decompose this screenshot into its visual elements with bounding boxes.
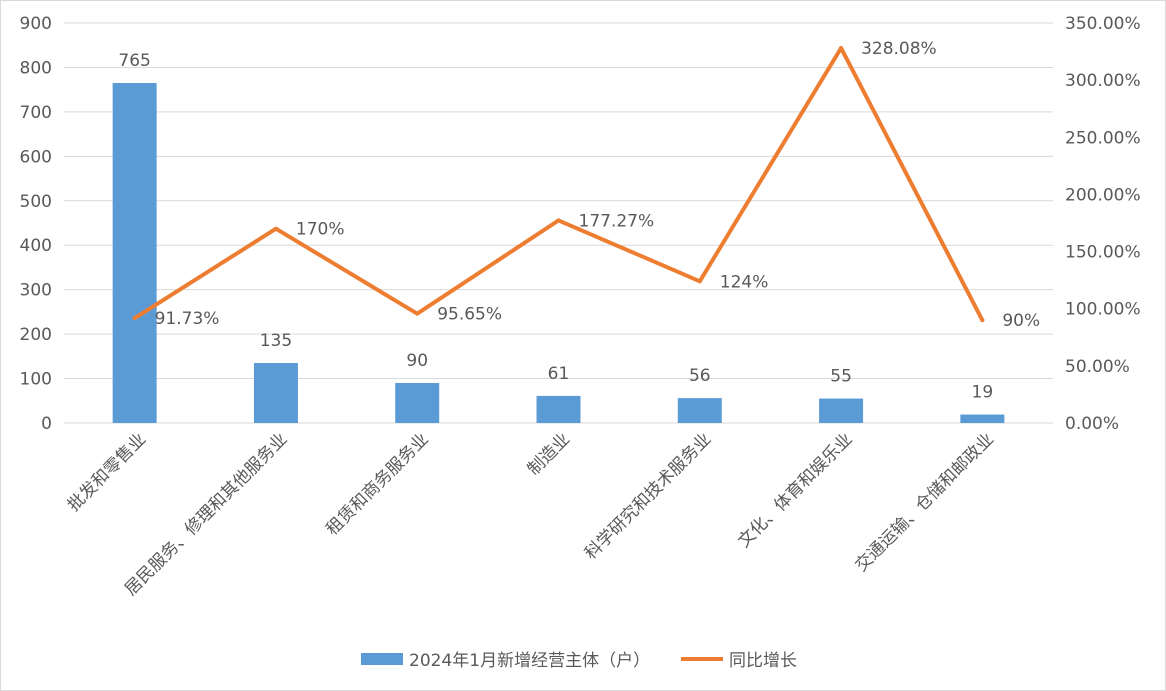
right-axis-tick-label: 250.00% — [1065, 128, 1141, 148]
bar — [960, 414, 1005, 423]
line-data-label: 328.08% — [861, 39, 937, 59]
category-label: 科学研究和技术服务业 — [581, 429, 715, 563]
left-axis-tick-label: 900 — [20, 14, 52, 34]
category-label: 租赁和商务服务业 — [322, 429, 432, 539]
right-axis-tick-label: 50.00% — [1065, 357, 1130, 377]
line-data-label: 170% — [296, 220, 345, 240]
category-label: 交通运输、仓储和邮政业 — [852, 429, 998, 575]
growth-point — [415, 311, 420, 316]
left-axis-tick-label: 300 — [20, 281, 52, 301]
line-data-label: 177.27% — [579, 211, 655, 231]
bar-data-label: 135 — [260, 331, 292, 351]
right-axis-tick-label: 300.00% — [1065, 71, 1141, 91]
bar — [819, 398, 864, 423]
growth-point — [839, 46, 844, 51]
left-axis-tick-label: 500 — [20, 192, 52, 212]
legend-line-label: 同比增长 — [729, 651, 797, 671]
bar-data-label: 56 — [689, 366, 711, 386]
right-axis-tick-label: 0.00% — [1065, 414, 1119, 434]
line-data-label: 124% — [720, 272, 769, 292]
bar-data-label: 90 — [406, 351, 428, 371]
growth-point — [697, 279, 702, 284]
legend: 2024年1月新增经营主体（户） 同比增长 — [361, 651, 797, 671]
line-data-label: 90% — [1002, 311, 1040, 331]
legend-bar-label: 2024年1月新增经营主体（户） — [409, 651, 650, 671]
legend-bar-swatch — [361, 653, 403, 665]
bar-data-label: 765 — [118, 51, 150, 71]
growth-point — [556, 218, 561, 223]
line-data-label: 91.73% — [155, 309, 220, 329]
line-data-label: 95.65% — [437, 305, 502, 325]
left-axis-tick-label: 600 — [20, 147, 52, 167]
bar — [536, 395, 581, 423]
left-axis-tick-label: 0 — [41, 414, 52, 434]
category-label: 制造业 — [524, 429, 574, 479]
right-axis-tick-label: 200.00% — [1065, 185, 1141, 205]
bar — [112, 83, 157, 423]
bar — [677, 398, 722, 423]
left-axis-tick-label: 400 — [20, 236, 52, 256]
growth-line — [132, 46, 985, 323]
bar-data-label: 61 — [548, 364, 570, 384]
left-axis-tick-label: 700 — [20, 103, 52, 123]
bar-data-label: 19 — [972, 383, 994, 403]
category-label: 文化、体育和娱乐业 — [734, 429, 856, 551]
right-axis-tick-label: 100.00% — [1065, 300, 1141, 320]
left-axis-tick-label: 200 — [20, 325, 52, 345]
left-axis-tick-label: 800 — [20, 58, 52, 78]
bar — [253, 363, 298, 423]
growth-point — [273, 226, 278, 231]
right-axis-tick-label: 150.00% — [1065, 243, 1141, 263]
growth-point — [132, 316, 137, 321]
category-label: 批发和零售业 — [64, 429, 150, 515]
growth-point — [980, 318, 985, 323]
right-axis-tick-label: 350.00% — [1065, 14, 1141, 34]
bar-data-label: 55 — [830, 367, 852, 387]
bar — [395, 383, 440, 423]
category-label: 居民服务、修理和其他服务业 — [121, 429, 291, 599]
left-axis-tick-label: 100 — [20, 370, 52, 390]
